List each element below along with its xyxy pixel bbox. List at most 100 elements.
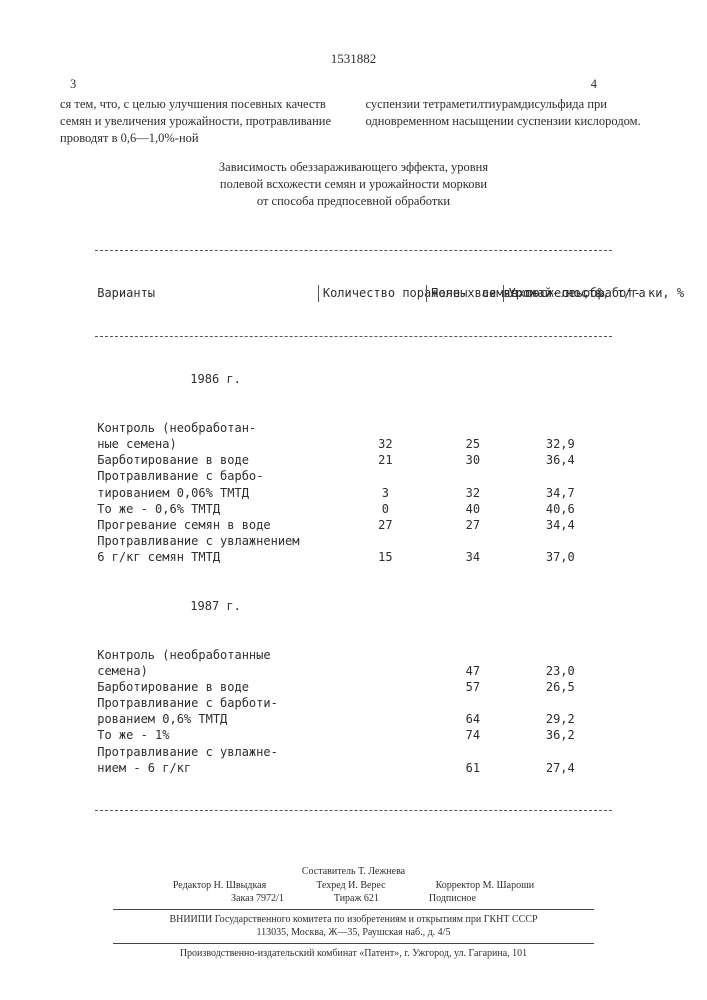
- table-row: Барботирование в воде 5726,5: [95, 679, 612, 695]
- table-cell: Протравливание с барбо-: [95, 468, 334, 484]
- table-cell: То же - 1%: [95, 727, 334, 743]
- table-cell: 34,7: [509, 485, 612, 501]
- table-title-line: полевой всхожести семян и урожайности мо…: [119, 176, 589, 193]
- table-cell: 40: [437, 501, 509, 517]
- table-cell: [437, 533, 509, 549]
- footer-tech: Техред И. Верес: [316, 879, 385, 893]
- table-cell: [334, 533, 437, 549]
- table-row: Протравливание с увлажне-: [95, 744, 612, 760]
- footer-org: 113035, Москва, Ж—35, Раушская наб., д. …: [0, 926, 707, 940]
- table-cell: [437, 468, 509, 484]
- footer-corrector: Корректор М. Шароши: [436, 879, 535, 893]
- table-cell: [509, 533, 612, 549]
- table-cell: [509, 420, 612, 436]
- table-cell: 21: [334, 452, 437, 468]
- right-column-text: суспензии тетраметилтиурамдисульфида при…: [366, 96, 648, 147]
- table-cell: [509, 744, 612, 760]
- table-cell: [334, 420, 437, 436]
- table-cell: 6 г/кг семян ТМТД: [95, 549, 334, 565]
- table-row: 6 г/кг семян ТМТД153437,0: [95, 549, 612, 565]
- table-cell: 32,9: [509, 436, 612, 452]
- table-row: семена)4723,0: [95, 663, 612, 679]
- table-cell: 15: [334, 549, 437, 565]
- table-title-line: от способа предпосевной обработки: [119, 193, 589, 210]
- table-cell: 57: [437, 679, 509, 695]
- footer: Составитель Т. Лежнева Редактор Н. Швыдк…: [0, 865, 707, 960]
- table-cell: 32: [437, 485, 509, 501]
- table-cell: Протравливание с увлажне-: [95, 744, 334, 760]
- page-num-left: 3: [60, 76, 334, 93]
- table-cell: [334, 468, 437, 484]
- table-row: Протравливание с барботи-: [95, 695, 612, 711]
- footer-org: ВНИИПИ Государственного комитета по изоб…: [0, 913, 707, 927]
- table-row: тированием 0,06% ТМТД33234,7: [95, 485, 612, 501]
- table-cell: 64: [437, 711, 509, 727]
- table-cell: 27: [437, 517, 509, 533]
- table-cell: 32: [334, 436, 437, 452]
- table-cell: 40,6: [509, 501, 612, 517]
- table-cell: семена): [95, 663, 334, 679]
- table-cell: [334, 760, 437, 776]
- table-cell: нием - 6 г/кг: [95, 760, 334, 776]
- table-cell: 3: [334, 485, 437, 501]
- table-row: Прогревание семян в воде272734,4: [95, 517, 612, 533]
- table-cell: 34: [437, 549, 509, 565]
- table-row: рованием 0,6% ТМТД6429,2: [95, 711, 612, 727]
- table-cell: [437, 744, 509, 760]
- table-row: ные семена)322532,9: [95, 436, 612, 452]
- col-header: Варианты: [95, 285, 318, 301]
- footer-composer: Составитель Т. Лежнева: [0, 865, 707, 879]
- table-cell: [437, 647, 509, 663]
- footer-editor: Редактор Н. Швыдкая: [173, 879, 266, 893]
- table-cell: [334, 647, 437, 663]
- table-row: Протравливание с барбо-: [95, 468, 612, 484]
- table-cell: [334, 727, 437, 743]
- table-header-row: Варианты Количество пораженных семян пос…: [95, 285, 612, 301]
- table-cell: [334, 711, 437, 727]
- table-cell: 61: [437, 760, 509, 776]
- table-cell: [437, 695, 509, 711]
- table-title-line: Зависимость обеззараживающего эффекта, у…: [119, 159, 589, 176]
- table-cell: 47: [437, 663, 509, 679]
- footer-tiraj: Тираж 621: [334, 892, 379, 906]
- table-cell: [509, 468, 612, 484]
- table-row: То же - 0,6% ТМТД04040,6: [95, 501, 612, 517]
- table-cell: 26,5: [509, 679, 612, 695]
- table-row: Контроль (необработан-: [95, 420, 612, 436]
- table-cell: [334, 663, 437, 679]
- table-cell: 74: [437, 727, 509, 743]
- table-cell: Протравливание с барботи-: [95, 695, 334, 711]
- table-row: Контроль (необработанные: [95, 647, 612, 663]
- table-cell: Барботирование в воде: [95, 679, 334, 695]
- table-cell: [334, 679, 437, 695]
- page-num-right: 4: [334, 76, 648, 93]
- table-cell: [334, 744, 437, 760]
- footer-org: Производственно-издательский комбинат «П…: [0, 947, 707, 961]
- section-header: 1986 г.: [95, 371, 334, 387]
- table-cell: 37,0: [509, 549, 612, 565]
- col-header: Количество пораженных семян пос- ле обра…: [318, 285, 426, 301]
- table-cell: 25: [437, 436, 509, 452]
- table-cell: 29,2: [509, 711, 612, 727]
- table-cell: Протравливание с увлажнением: [95, 533, 334, 549]
- table-cell: тированием 0,06% ТМТД: [95, 485, 334, 501]
- footer-order: Заказ 7972/1: [231, 892, 284, 906]
- table-cell: 30: [437, 452, 509, 468]
- table-cell: Контроль (необработанные: [95, 647, 334, 663]
- table-cell: ные семена): [95, 436, 334, 452]
- table-cell: Барботирование в воде: [95, 452, 334, 468]
- table-cell: [437, 420, 509, 436]
- footer-sub: Подписное: [429, 892, 476, 906]
- table-cell: 27: [334, 517, 437, 533]
- table-row: Барботирование в воде213036,4: [95, 452, 612, 468]
- data-table: Варианты Количество пораженных семян пос…: [95, 216, 612, 846]
- table-row: Протравливание с увлажнением: [95, 533, 612, 549]
- table-cell: [509, 695, 612, 711]
- table-row: То же - 1%7436,2: [95, 727, 612, 743]
- document-number: 1531882: [60, 50, 647, 68]
- table-cell: 34,4: [509, 517, 612, 533]
- table-row: нием - 6 г/кг6127,4: [95, 760, 612, 776]
- table-title: Зависимость обеззараживающего эффекта, у…: [119, 159, 589, 210]
- table-cell: Прогревание семян в воде: [95, 517, 334, 533]
- table-cell: То же - 0,6% ТМТД: [95, 501, 334, 517]
